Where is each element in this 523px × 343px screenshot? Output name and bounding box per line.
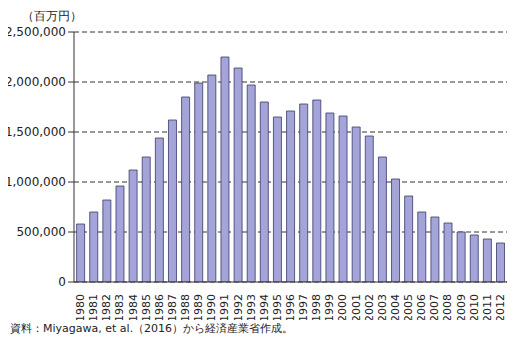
svg-text:2010: 2010 [468,294,481,320]
svg-text:2000: 2000 [336,294,349,320]
svg-text:2007: 2007 [428,294,441,320]
svg-text:1993: 1993 [245,294,258,320]
svg-text:2001: 2001 [350,294,363,320]
svg-text:1996: 1996 [284,294,297,320]
svg-text:2012: 2012 [494,294,507,320]
svg-text:1988: 1988 [179,294,192,320]
svg-text:1998: 1998 [310,294,323,320]
svg-text:1992: 1992 [232,294,245,320]
svg-text:2008: 2008 [441,294,454,320]
svg-text:2011: 2011 [481,294,494,320]
svg-text:2,500,000: 2,500,000 [8,25,66,39]
svg-text:1990: 1990 [205,294,218,320]
svg-text:2003: 2003 [376,294,389,320]
svg-text:1999: 1999 [323,294,336,320]
svg-text:1987: 1987 [166,294,179,320]
svg-text:1997: 1997 [297,294,310,320]
svg-text:1982: 1982 [100,294,113,320]
svg-text:1994: 1994 [258,294,271,320]
svg-text:2005: 2005 [402,294,415,320]
svg-text:1985: 1985 [140,294,153,320]
svg-text:1,500,000: 1,500,000 [8,125,66,139]
svg-text:1983: 1983 [113,294,126,320]
svg-text:2009: 2009 [455,294,468,320]
html-text:（百万円）: （百万円） [22,9,82,23]
svg-text:1989: 1989 [192,294,205,320]
svg-text:500,000: 500,000 [16,225,66,239]
svg-text:1986: 1986 [153,294,166,320]
svg-text:2,000,000: 2,000,000 [8,75,66,89]
svg-text:1991: 1991 [218,294,231,320]
svg-text:2006: 2006 [415,294,428,320]
svg-text:1980: 1980 [74,294,87,320]
html-text:資料：Miyagawa, et al.（2016）から経済産: 資料：Miyagawa, et al.（2016）から経済産業省作成。 [10,322,294,335]
svg-text:0: 0 [58,275,66,289]
svg-text:2002: 2002 [363,294,376,320]
svg-text:1,000,000: 1,000,000 [8,175,66,189]
svg-text:2004: 2004 [389,294,402,320]
svg-text:1984: 1984 [127,294,140,320]
svg-text:1995: 1995 [271,294,284,320]
svg-text:1981: 1981 [87,294,100,320]
